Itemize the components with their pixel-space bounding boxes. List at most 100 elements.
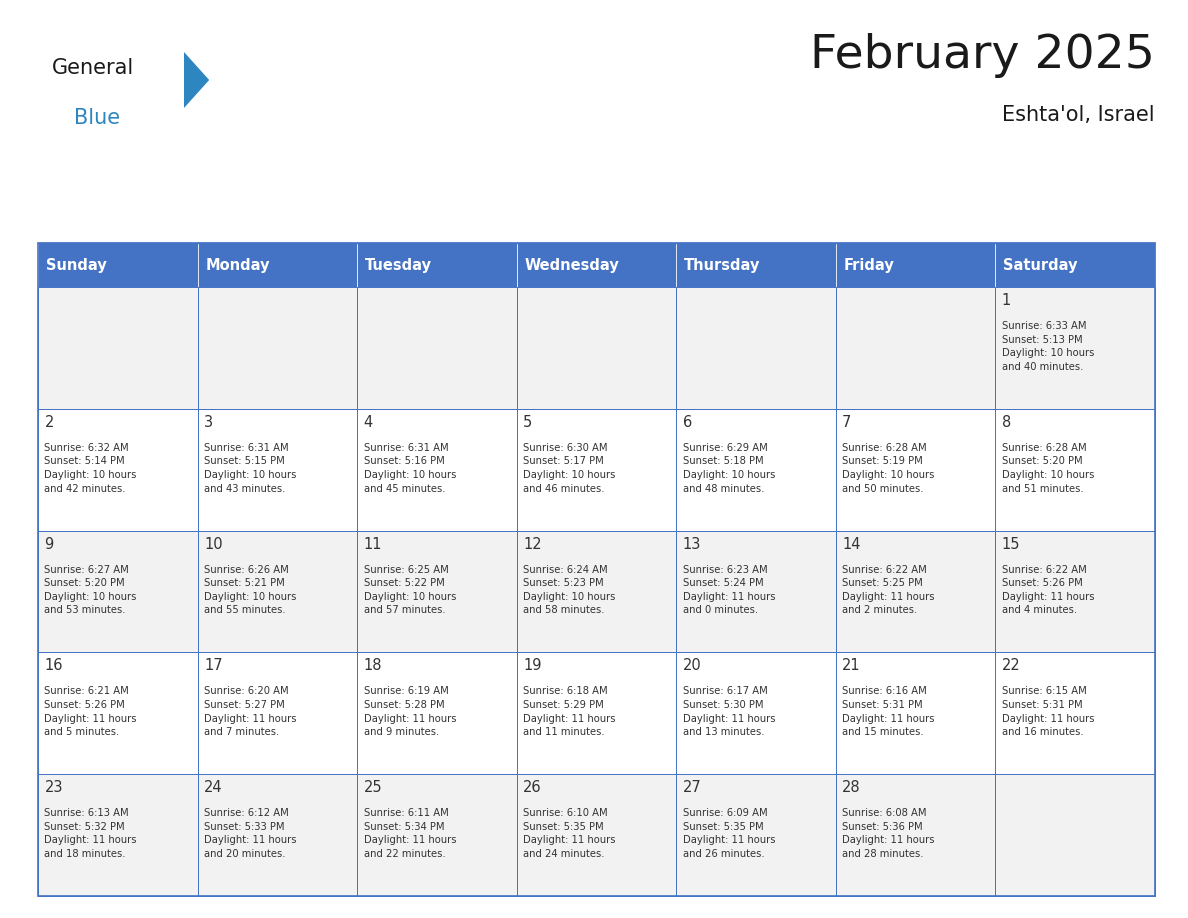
Text: 22: 22 (1001, 658, 1020, 674)
Bar (517, 409, 676, 531)
Text: Sunrise: 6:19 AM
Sunset: 5:28 PM
Daylight: 11 hours
and 9 minutes.: Sunrise: 6:19 AM Sunset: 5:28 PM Dayligh… (364, 687, 456, 737)
Text: Sunrise: 6:28 AM
Sunset: 5:19 PM
Daylight: 10 hours
and 50 minutes.: Sunrise: 6:28 AM Sunset: 5:19 PM Dayligh… (842, 442, 935, 494)
Text: Sunrise: 6:18 AM
Sunset: 5:29 PM
Daylight: 11 hours
and 11 minutes.: Sunrise: 6:18 AM Sunset: 5:29 PM Dayligh… (523, 687, 615, 737)
Bar (996, 243, 1155, 287)
Bar (517, 653, 676, 774)
Text: Sunrise: 6:32 AM
Sunset: 5:14 PM
Daylight: 10 hours
and 42 minutes.: Sunrise: 6:32 AM Sunset: 5:14 PM Dayligh… (44, 442, 137, 494)
Bar (996, 653, 1155, 774)
Text: Eshta'ol, Israel: Eshta'ol, Israel (1003, 105, 1155, 125)
Bar (358, 653, 517, 774)
Bar (358, 409, 517, 531)
Text: Sunrise: 6:12 AM
Sunset: 5:33 PM
Daylight: 11 hours
and 20 minutes.: Sunrise: 6:12 AM Sunset: 5:33 PM Dayligh… (204, 808, 297, 859)
Text: Sunrise: 6:22 AM
Sunset: 5:26 PM
Daylight: 11 hours
and 4 minutes.: Sunrise: 6:22 AM Sunset: 5:26 PM Dayligh… (1001, 565, 1094, 615)
Bar (38, 243, 1155, 896)
Text: Sunrise: 6:10 AM
Sunset: 5:35 PM
Daylight: 11 hours
and 24 minutes.: Sunrise: 6:10 AM Sunset: 5:35 PM Dayligh… (523, 808, 615, 859)
Text: Sunrise: 6:27 AM
Sunset: 5:20 PM
Daylight: 10 hours
and 53 minutes.: Sunrise: 6:27 AM Sunset: 5:20 PM Dayligh… (44, 565, 137, 615)
Bar (38, 774, 197, 896)
Text: 17: 17 (204, 658, 222, 674)
Bar (197, 531, 358, 653)
Bar (996, 531, 1155, 653)
Text: 11: 11 (364, 537, 383, 552)
Text: 5: 5 (523, 415, 532, 430)
Bar (38, 243, 197, 287)
Text: 15: 15 (1001, 537, 1020, 552)
Bar (517, 243, 676, 287)
Bar (676, 774, 836, 896)
Text: Sunrise: 6:33 AM
Sunset: 5:13 PM
Daylight: 10 hours
and 40 minutes.: Sunrise: 6:33 AM Sunset: 5:13 PM Dayligh… (1001, 321, 1094, 372)
Bar (38, 287, 197, 409)
Text: Saturday: Saturday (1004, 258, 1078, 273)
Bar (197, 774, 358, 896)
Text: 6: 6 (683, 415, 691, 430)
Polygon shape (184, 52, 209, 108)
Bar (38, 531, 197, 653)
Bar (197, 243, 358, 287)
Bar (836, 287, 996, 409)
Text: Sunrise: 6:28 AM
Sunset: 5:20 PM
Daylight: 10 hours
and 51 minutes.: Sunrise: 6:28 AM Sunset: 5:20 PM Dayligh… (1001, 442, 1094, 494)
Text: 18: 18 (364, 658, 383, 674)
Text: 10: 10 (204, 537, 222, 552)
Text: 4: 4 (364, 415, 373, 430)
Text: 28: 28 (842, 780, 861, 795)
Text: 25: 25 (364, 780, 383, 795)
Text: 24: 24 (204, 780, 222, 795)
Text: Sunrise: 6:26 AM
Sunset: 5:21 PM
Daylight: 10 hours
and 55 minutes.: Sunrise: 6:26 AM Sunset: 5:21 PM Dayligh… (204, 565, 296, 615)
Text: Sunrise: 6:30 AM
Sunset: 5:17 PM
Daylight: 10 hours
and 46 minutes.: Sunrise: 6:30 AM Sunset: 5:17 PM Dayligh… (523, 442, 615, 494)
Text: 21: 21 (842, 658, 861, 674)
Text: 7: 7 (842, 415, 852, 430)
Text: February 2025: February 2025 (810, 33, 1155, 78)
Text: Tuesday: Tuesday (365, 258, 432, 273)
Bar (38, 409, 197, 531)
Bar (38, 653, 197, 774)
Bar (197, 653, 358, 774)
Text: Sunrise: 6:31 AM
Sunset: 5:16 PM
Daylight: 10 hours
and 45 minutes.: Sunrise: 6:31 AM Sunset: 5:16 PM Dayligh… (364, 442, 456, 494)
Bar (358, 531, 517, 653)
Text: 20: 20 (683, 658, 701, 674)
Text: 8: 8 (1001, 415, 1011, 430)
Bar (836, 243, 996, 287)
Text: Sunrise: 6:24 AM
Sunset: 5:23 PM
Daylight: 10 hours
and 58 minutes.: Sunrise: 6:24 AM Sunset: 5:23 PM Dayligh… (523, 565, 615, 615)
Text: Sunrise: 6:29 AM
Sunset: 5:18 PM
Daylight: 10 hours
and 48 minutes.: Sunrise: 6:29 AM Sunset: 5:18 PM Dayligh… (683, 442, 775, 494)
Text: Sunrise: 6:17 AM
Sunset: 5:30 PM
Daylight: 11 hours
and 13 minutes.: Sunrise: 6:17 AM Sunset: 5:30 PM Dayligh… (683, 687, 775, 737)
Text: 23: 23 (44, 780, 63, 795)
Text: 14: 14 (842, 537, 861, 552)
Text: Monday: Monday (206, 258, 270, 273)
Text: Sunrise: 6:20 AM
Sunset: 5:27 PM
Daylight: 11 hours
and 7 minutes.: Sunrise: 6:20 AM Sunset: 5:27 PM Dayligh… (204, 687, 297, 737)
Text: Blue: Blue (74, 108, 120, 128)
Bar (358, 774, 517, 896)
Bar (676, 653, 836, 774)
Bar (358, 287, 517, 409)
Text: Sunrise: 6:21 AM
Sunset: 5:26 PM
Daylight: 11 hours
and 5 minutes.: Sunrise: 6:21 AM Sunset: 5:26 PM Dayligh… (44, 687, 137, 737)
Bar (836, 774, 996, 896)
Text: Thursday: Thursday (684, 258, 760, 273)
Bar (358, 243, 517, 287)
Text: Sunrise: 6:31 AM
Sunset: 5:15 PM
Daylight: 10 hours
and 43 minutes.: Sunrise: 6:31 AM Sunset: 5:15 PM Dayligh… (204, 442, 296, 494)
Text: 2: 2 (44, 415, 53, 430)
Text: Sunrise: 6:15 AM
Sunset: 5:31 PM
Daylight: 11 hours
and 16 minutes.: Sunrise: 6:15 AM Sunset: 5:31 PM Dayligh… (1001, 687, 1094, 737)
Text: 16: 16 (44, 658, 63, 674)
Bar (996, 774, 1155, 896)
Text: Sunrise: 6:25 AM
Sunset: 5:22 PM
Daylight: 10 hours
and 57 minutes.: Sunrise: 6:25 AM Sunset: 5:22 PM Dayligh… (364, 565, 456, 615)
Bar (996, 409, 1155, 531)
Bar (836, 653, 996, 774)
Text: 3: 3 (204, 415, 213, 430)
Bar (676, 409, 836, 531)
Text: Sunrise: 6:09 AM
Sunset: 5:35 PM
Daylight: 11 hours
and 26 minutes.: Sunrise: 6:09 AM Sunset: 5:35 PM Dayligh… (683, 808, 775, 859)
Text: Sunrise: 6:16 AM
Sunset: 5:31 PM
Daylight: 11 hours
and 15 minutes.: Sunrise: 6:16 AM Sunset: 5:31 PM Dayligh… (842, 687, 935, 737)
Text: 19: 19 (523, 658, 542, 674)
Bar (517, 287, 676, 409)
Text: Sunrise: 6:23 AM
Sunset: 5:24 PM
Daylight: 11 hours
and 0 minutes.: Sunrise: 6:23 AM Sunset: 5:24 PM Dayligh… (683, 565, 775, 615)
Text: 27: 27 (683, 780, 701, 795)
Bar (197, 287, 358, 409)
Text: Sunrise: 6:11 AM
Sunset: 5:34 PM
Daylight: 11 hours
and 22 minutes.: Sunrise: 6:11 AM Sunset: 5:34 PM Dayligh… (364, 808, 456, 859)
Text: Sunrise: 6:08 AM
Sunset: 5:36 PM
Daylight: 11 hours
and 28 minutes.: Sunrise: 6:08 AM Sunset: 5:36 PM Dayligh… (842, 808, 935, 859)
Bar (676, 287, 836, 409)
Text: General: General (52, 58, 134, 78)
Text: 9: 9 (44, 537, 53, 552)
Text: Sunrise: 6:22 AM
Sunset: 5:25 PM
Daylight: 11 hours
and 2 minutes.: Sunrise: 6:22 AM Sunset: 5:25 PM Dayligh… (842, 565, 935, 615)
Bar (517, 774, 676, 896)
Text: Friday: Friday (843, 258, 895, 273)
Text: 12: 12 (523, 537, 542, 552)
Bar (676, 243, 836, 287)
Text: 1: 1 (1001, 293, 1011, 308)
